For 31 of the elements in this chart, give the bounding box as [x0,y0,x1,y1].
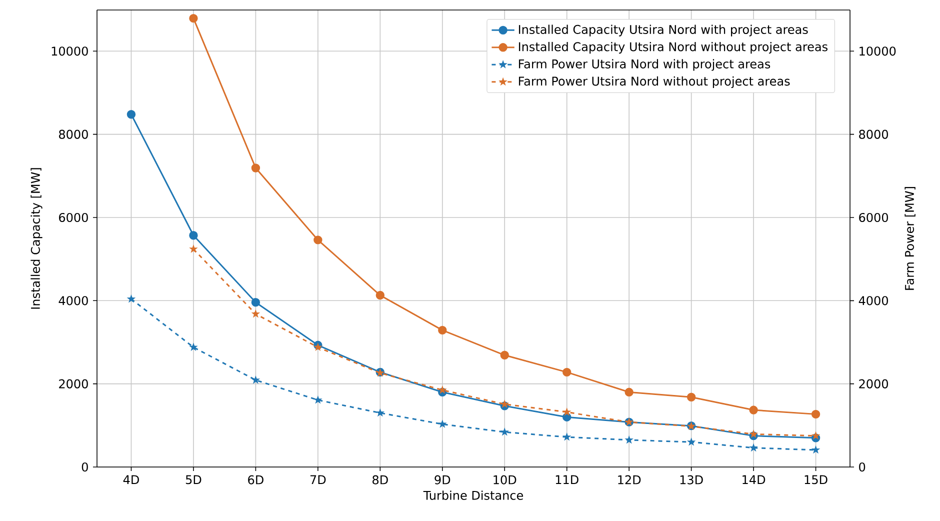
x-tick-label: 13D [680,475,703,484]
legend-label: Farm Power Utsira Nord with project areas [518,59,770,71]
y-tick-label: 10000 [52,46,88,56]
y-tick-label: 6000 [59,212,88,222]
legend-label: Farm Power Utsira Nord without project areas [518,76,790,88]
y2-tick-label: 8000 [859,130,888,139]
y-tick-label: 4000 [58,296,88,306]
x-tick-label: 10D [494,475,516,484]
x-tick-label: 12D [618,475,641,484]
x-tick-label: 11D [556,475,578,484]
y-tick-label: 8000 [59,130,88,139]
x-tick-label: 8D [372,475,388,484]
legend-label: Installed Capacity Utsira Nord with project areas [518,24,808,36]
y-axis-title: Installed Capacity [MW] [30,168,42,309]
y2-axis-title: Farm Power [MW] [904,187,916,290]
y-tick-label: 0 [82,462,88,472]
x-tick-label: 6D [248,475,264,484]
legend-label: Installed Capacity Utsira Nord without project areas [518,42,828,54]
y2-tick-label: 10000 [860,46,896,56]
x-tick-label: 9D [434,475,450,484]
y2-tick-label: 4000 [858,296,888,306]
y2-tick-label: 0 [859,462,866,472]
y2-tick-label: 6000 [859,212,888,222]
x-tick-label: 4D [123,475,139,484]
x-tick-label: 15D [804,475,828,484]
y-tick-label: 2000 [59,379,88,388]
x-tick-label: 5D [186,475,202,484]
x-tick-label: 14D [742,475,766,484]
x-axis-title: Turbine Distance [423,490,524,500]
x-tick-label: 7D [310,475,326,484]
y2-tick-label: 2000 [859,379,888,388]
